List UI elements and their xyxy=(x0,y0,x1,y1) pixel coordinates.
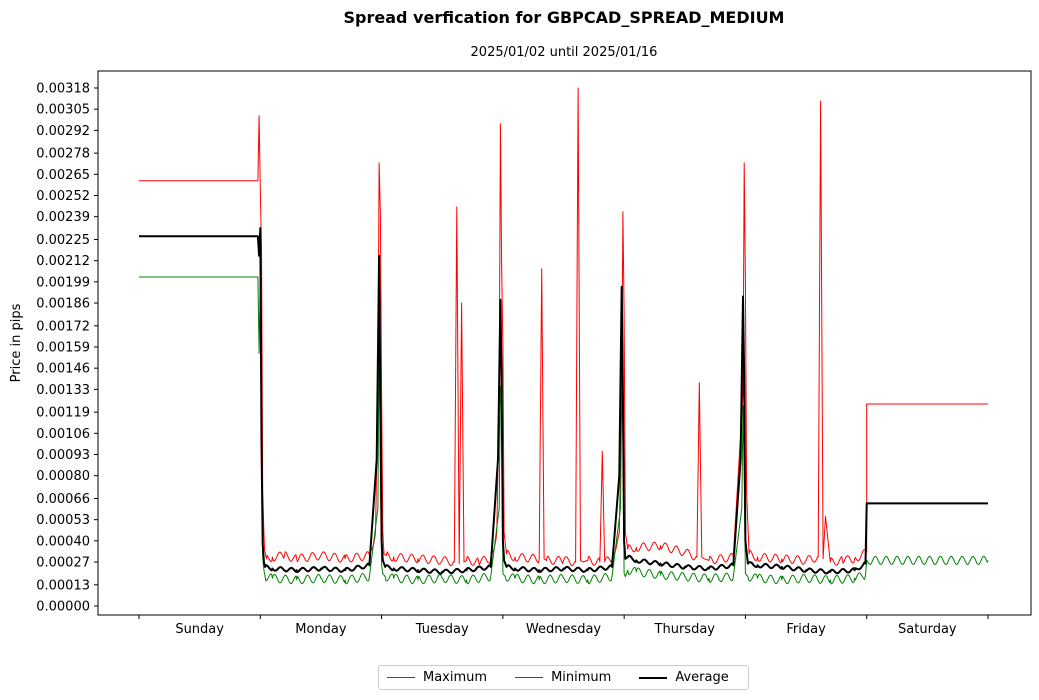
legend-item-average: Average xyxy=(639,670,729,685)
legend-item-maximum: Maximum xyxy=(387,670,487,685)
series-layer xyxy=(139,87,989,585)
y-tick-label: 0.00292 xyxy=(36,124,90,139)
legend-item-minimum: Minimum xyxy=(515,670,611,685)
x-tick-label: Saturday xyxy=(898,622,957,637)
y-tick-label: 0.00013 xyxy=(36,578,90,593)
x-tick-label: Sunday xyxy=(175,622,224,637)
y-tick-label: 0.00199 xyxy=(36,275,90,290)
legend-swatch-average xyxy=(639,676,668,679)
y-tick-label: 0.00133 xyxy=(36,383,90,398)
x-tick-label: Tuesday xyxy=(415,622,469,637)
legend-swatch-minimum xyxy=(515,677,544,678)
y-tick-label: 0.00305 xyxy=(36,103,90,118)
y-tick-label: 0.00252 xyxy=(36,189,90,204)
series-line-maximum xyxy=(139,87,988,567)
y-tick-label: 0.00212 xyxy=(36,254,90,269)
y-tick-label: 0.00106 xyxy=(36,427,90,442)
x-axis: Sunday Monday Tuesday Wednesday Thursday Frid… xyxy=(138,615,989,637)
y-tick-label: 0.00146 xyxy=(36,362,90,377)
y-tick-label: 0.00186 xyxy=(36,297,90,312)
y-tick-label: 0.00318 xyxy=(36,82,90,97)
legend: Maximum Minimum Average xyxy=(378,665,749,690)
y-tick-label: 0.00093 xyxy=(36,448,90,463)
y-tick-label: 0.00053 xyxy=(36,513,90,528)
y-tick-label: 0.00000 xyxy=(36,600,90,615)
y-tick-label: 0.00040 xyxy=(36,534,90,549)
chart-title: Spread verfication for GBPCAD_SPREAD_MED… xyxy=(343,8,785,27)
y-tick-label: 0.00278 xyxy=(36,147,90,162)
y-tick-label: 0.00159 xyxy=(36,341,90,356)
y-tick-label: 0.00027 xyxy=(36,556,90,571)
y-axis-label: Price in pips xyxy=(9,303,24,382)
x-tick-label: Monday xyxy=(295,622,347,637)
y-tick-label: 0.00239 xyxy=(36,210,90,225)
plot-frame xyxy=(97,70,1032,616)
x-tick-label: Wednesday xyxy=(526,622,602,637)
chart-subtitle: 2025/01/02 until 2025/01/16 xyxy=(470,45,658,60)
legend-label-minimum: Minimum xyxy=(551,670,612,685)
y-tick-label: 0.00225 xyxy=(36,233,90,248)
legend-label-average: Average xyxy=(675,670,729,685)
legend-label-maximum: Maximum xyxy=(423,670,488,685)
y-tick-label: 0.00119 xyxy=(36,406,90,421)
y-axis: 0.00000 0.00013 0.00027 0.00040 0.00053 0.000… xyxy=(36,82,98,615)
y-tick-label: 0.00080 xyxy=(36,469,90,484)
x-tick-label: Thursday xyxy=(654,622,716,637)
x-tick-label: Friday xyxy=(786,622,826,637)
y-tick-label: 0.00066 xyxy=(36,492,90,507)
y-tick-label: 0.00172 xyxy=(36,319,90,334)
series-line-average xyxy=(139,227,988,575)
legend-swatch-maximum xyxy=(387,677,415,678)
series-line-minimum xyxy=(139,276,989,585)
y-tick-label: 0.00265 xyxy=(36,168,90,183)
